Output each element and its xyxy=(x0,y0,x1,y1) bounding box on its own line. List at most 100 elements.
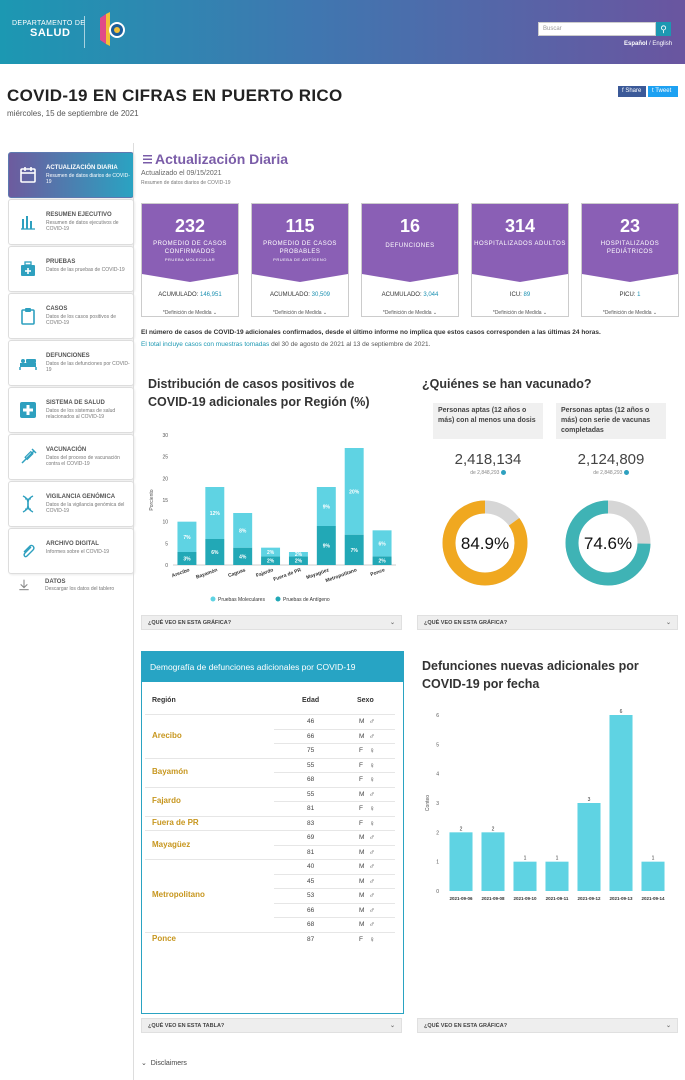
medical-cross-icon xyxy=(20,402,36,418)
share-twitter-button[interactable]: t Tweet xyxy=(648,86,678,97)
bar xyxy=(609,715,633,891)
legend-label-molecular: Pruebas Moleculares xyxy=(218,597,265,603)
region-divider xyxy=(145,815,395,817)
vaccine-count: 2,124,809 xyxy=(577,451,645,468)
x-tick-label: Ponce xyxy=(370,567,386,578)
female-icon: ♀ xyxy=(369,775,375,784)
info-icon[interactable] xyxy=(500,470,506,476)
chevron-down-icon: ⌄ xyxy=(141,1060,147,1067)
disclaimers-toggle[interactable]: ⌄ Disclaimers xyxy=(141,1059,187,1067)
bar-label-molecular: 20% xyxy=(349,489,360,495)
bar-antigeno xyxy=(316,526,336,565)
deaths-chart-accordion[interactable]: ¿QUÉ VEO EN ESTA GRÁFICA? ⌄ xyxy=(417,1018,678,1033)
acc-label: ACUMULADO: xyxy=(269,292,310,298)
accordion-label: ¿QUÉ VEO EN ESTA GRÁFICA? xyxy=(148,620,232,626)
row-divider xyxy=(274,917,395,918)
definition-toggle[interactable]: *Definición de Medida ⌄ xyxy=(142,310,238,316)
bar-molecular xyxy=(261,547,281,557)
bar-value-label: 2 xyxy=(460,826,463,832)
definition-toggle[interactable]: *Definición de Medida ⌄ xyxy=(362,310,458,316)
row-divider xyxy=(274,801,395,802)
vaccine-accordion[interactable]: ¿QUÉ VEO EN ESTA GRÁFICA? ⌄ xyxy=(417,615,678,630)
cell-region: Metropolitano xyxy=(152,890,205,900)
bar-label-molecular: 6% xyxy=(378,541,386,547)
definition-toggle[interactable]: *Definición de Medida ⌄ xyxy=(252,310,348,316)
vaccine-label: Personas aptas (12 años o más) con serie… xyxy=(556,403,666,439)
bar-molecular xyxy=(372,530,392,557)
stat-sublabel: PRUEBA DE ANTÍGENO xyxy=(273,257,327,262)
bar-label-antigeno: 3% xyxy=(183,557,191,563)
demography-table-card: Demografía de defunciones adicionales po… xyxy=(141,651,404,1014)
bar-label-antigeno: 9% xyxy=(323,544,331,550)
info-icon[interactable] xyxy=(623,470,629,476)
sidebar-item-pruebas[interactable]: PRUEBAS Datos de las pruebas de COVID-19 xyxy=(8,246,134,292)
seal-icon xyxy=(100,12,125,46)
sidebar-item-actualizacion-diaria[interactable]: ACTUALIZACIÓN DIARIA Resumen de datos di… xyxy=(8,152,134,198)
acc-value: 146,951 xyxy=(199,292,222,298)
sidebar-item-datos[interactable]: DATOS Descargar los datos del tablero xyxy=(8,575,134,605)
cell-region: Fuera de PR xyxy=(152,817,199,827)
bar-molecular xyxy=(177,521,197,552)
dna-icon xyxy=(22,495,34,513)
y-tick-label: 5 xyxy=(436,742,439,748)
sidebar-item-defunciones[interactable]: DEFUNCIONES Datos de las defunciones por… xyxy=(8,340,134,386)
bar-molecular xyxy=(233,513,253,548)
cell-age: 75 xyxy=(307,747,315,754)
note-date-range: El total incluye casos con muestras toma… xyxy=(141,341,681,348)
vaccine-count: 2,418,134 xyxy=(454,451,522,468)
chevron-down-icon: ⌄ xyxy=(542,310,548,316)
definition-toggle[interactable]: *Definición de Medida ⌄ xyxy=(582,310,678,316)
region-divider xyxy=(145,757,395,759)
x-tick-label: 2021-09-11 xyxy=(546,896,569,901)
acc-value: 3,044 xyxy=(423,292,439,298)
male-icon: ♂ xyxy=(369,789,375,799)
lang-es-link[interactable]: Español xyxy=(624,41,648,47)
sidebar-item-casos[interactable]: CASOS Datos de los casos positivos de CO… xyxy=(8,293,134,339)
share-facebook-button[interactable]: f Share xyxy=(618,86,646,97)
deaths-chart-title: Defunciones nuevas adicionales por COVID… xyxy=(422,659,639,691)
cell-sex: F xyxy=(359,761,363,769)
cell-sex: F xyxy=(359,805,363,812)
region-chart-accordion[interactable]: ¿QUÉ VEO EN ESTA GRÁFICA? ⌄ xyxy=(141,615,402,630)
note-additional-cases: El número de casos de COVID-19 adicional… xyxy=(141,329,601,336)
sidebar-item-desc: Datos de los casos positivos de COVID-19 xyxy=(46,314,117,326)
definition-toggle[interactable]: *Definición de Medida ⌄ xyxy=(472,310,568,316)
note-total-link[interactable]: El total xyxy=(141,341,161,348)
y-tick-label: 0 xyxy=(165,563,168,569)
sidebar-nav: ACTUALIZACIÓN DIARIA Resumen de datos di… xyxy=(8,152,134,606)
sidebar-item-vacunacion[interactable]: VACUNACIÓN Datos del proceso de vacunaci… xyxy=(8,434,134,480)
chevron-down-icon: ⌄ xyxy=(665,1023,671,1029)
search-input[interactable]: Buscar xyxy=(538,22,656,36)
department-logo[interactable]: DEPARTAMENTO DE SALUD xyxy=(12,20,85,39)
male-icon: ♂ xyxy=(369,891,375,900)
table-accordion[interactable]: ¿QUÉ VEO EN ESTA TABLA? ⌄ xyxy=(141,1018,402,1033)
cell-age: 69 xyxy=(307,834,315,841)
y-tick-label: 3 xyxy=(436,801,439,807)
stat-label: HOSPITALIZADOS ADULTOS xyxy=(474,241,566,247)
sidebar-item-resumen-ejecutivo[interactable]: RESUMEN EJECUTIVO Resumen de datos ejecu… xyxy=(8,199,134,245)
cell-age: 55 xyxy=(307,761,315,769)
sidebar-item-archivo-digital[interactable]: ARCHIVO DIGITAL Informes sobre el COVID-… xyxy=(8,528,134,574)
region-chart-title: Distribución de casos positivos de COVID… xyxy=(148,377,370,409)
stat-label: DEFUNCIONES xyxy=(385,243,435,249)
sidebar-item-vigilancia-genomica[interactable]: VIGILANCIA GENÓMICA Datos de la vigilanc… xyxy=(8,481,134,527)
sidebar-item-title: CASOS xyxy=(46,306,68,312)
language-switch: Español / English xyxy=(624,41,672,47)
vaccine-title: ¿Quiénes se han vacunado? xyxy=(422,377,592,391)
region-divider xyxy=(145,786,395,788)
definition-label: *Definición de Medida xyxy=(382,310,432,316)
male-icon: ♂ xyxy=(369,847,375,857)
sidebar-item-desc: Datos de los sistemas de salud relaciona… xyxy=(46,408,116,420)
sidebar-item-sistema-de-salud[interactable]: SISTEMA DE SALUD Datos de los sistemas d… xyxy=(8,387,134,433)
col-header-region: Región xyxy=(152,697,176,704)
x-tick-label: 2021-09-14 xyxy=(641,896,665,901)
lang-en-link[interactable]: English xyxy=(652,41,673,47)
bar xyxy=(545,861,569,891)
stat-card-confirmados: 232 PROMEDIO DE CASOS CONFIRMADOS PRUEBA… xyxy=(141,203,239,317)
stat-accumulated: ACUMULADO: 146,951 xyxy=(142,292,238,298)
cell-sex: M xyxy=(359,906,365,914)
accordion-label: ¿QUÉ VEO EN ESTA GRÁFICA? xyxy=(424,1023,508,1029)
search-button[interactable]: ⚲ xyxy=(656,22,671,36)
male-icon: ♂ xyxy=(369,717,375,726)
accordion-label: ¿QUÉ VEO EN ESTA TABLA? xyxy=(148,1023,225,1029)
